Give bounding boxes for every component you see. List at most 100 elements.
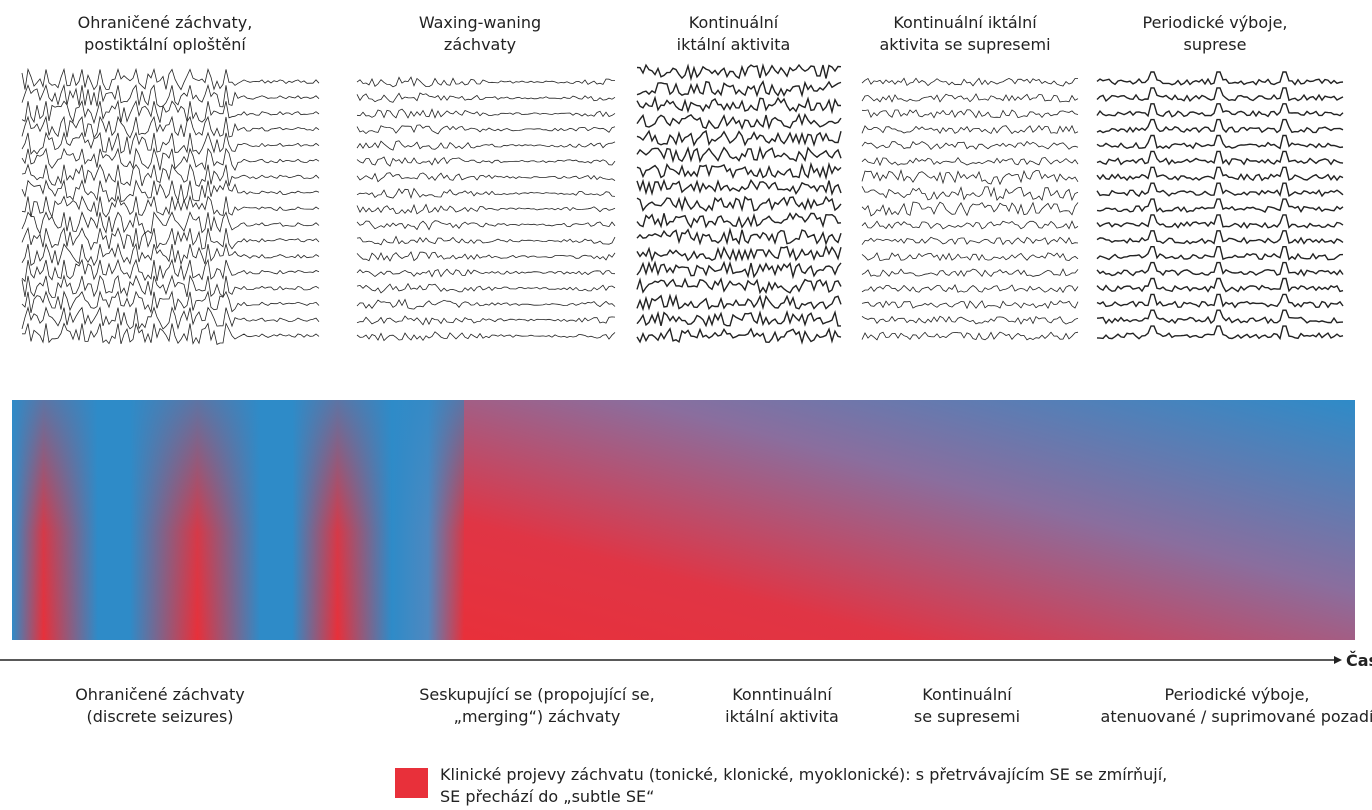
- eeg-trace: [1097, 120, 1343, 133]
- eeg-trace: [862, 170, 1078, 184]
- eeg-traces: [22, 65, 1343, 344]
- stage-label-line: Periodické výboje,: [1087, 684, 1372, 706]
- panel-title-line: Periodické výboje,: [1065, 12, 1365, 34]
- eeg-trace: [862, 78, 1078, 86]
- panel-title: Ohraničené záchvaty,postiktální oploštěn…: [15, 12, 315, 56]
- eeg-trace: [357, 157, 615, 166]
- eeg-trace: [357, 300, 615, 310]
- eeg-trace: [862, 110, 1078, 118]
- stage-label-line: atenuované / suprimované pozadí: [1087, 706, 1372, 728]
- eeg-trace: [1097, 136, 1343, 149]
- stage-label-line: Ohraničené záchvaty: [10, 684, 310, 706]
- eeg-trace: [637, 164, 841, 177]
- eeg-trace: [357, 173, 615, 182]
- eeg-trace: [862, 186, 1078, 200]
- eeg-trace: [862, 126, 1078, 134]
- eeg-trace: [862, 269, 1078, 276]
- eeg-trace: [1097, 104, 1343, 117]
- eeg-trace: [1097, 247, 1343, 260]
- stage-label-line: (discrete seizures): [10, 706, 310, 728]
- eeg-trace: [862, 157, 1078, 165]
- eeg-trace: [22, 212, 319, 233]
- eeg-trace: [22, 228, 319, 249]
- eeg-trace: [357, 205, 615, 214]
- eeg-trace: [1097, 199, 1343, 212]
- eeg-trace: [357, 252, 615, 261]
- axis-label: Čas: [1346, 651, 1372, 670]
- eeg-trace: [862, 253, 1078, 261]
- eeg-trace: [22, 308, 319, 329]
- eeg-trace: [357, 284, 615, 293]
- eeg-trace: [637, 296, 841, 309]
- axis-arrow: [1334, 656, 1342, 664]
- eeg-trace: [862, 332, 1078, 340]
- eeg-trace: [22, 260, 319, 281]
- eeg-trace: [22, 117, 319, 138]
- gradient-fade: [12, 400, 464, 640]
- eeg-trace: [22, 292, 319, 313]
- eeg-trace: [637, 213, 841, 227]
- eeg-trace: [357, 237, 615, 245]
- eeg-trace: [357, 109, 615, 118]
- eeg-trace: [862, 316, 1078, 324]
- eeg-trace: [1097, 167, 1343, 180]
- eeg-trace: [1097, 88, 1343, 101]
- eeg-trace: [637, 82, 841, 96]
- eeg-trace: [1097, 263, 1343, 276]
- eeg-trace: [637, 230, 841, 244]
- eeg-trace: [862, 237, 1078, 245]
- eeg-trace: [1097, 231, 1343, 244]
- eeg-trace: [862, 221, 1078, 229]
- eeg-trace: [357, 93, 615, 102]
- eeg-trace: [637, 148, 841, 162]
- panel-title-line: Ohraničené záchvaty,: [15, 12, 315, 34]
- eeg-trace: [22, 197, 319, 218]
- legend-line: SE přechází do „subtle SE“: [440, 786, 1167, 808]
- eeg-trace: [357, 189, 615, 199]
- eeg-trace: [22, 244, 319, 265]
- eeg-trace: [357, 221, 615, 230]
- eeg-trace: [1097, 279, 1343, 292]
- stage-label: Ohraničené záchvaty(discrete seizures): [10, 684, 310, 728]
- eeg-trace: [22, 324, 319, 345]
- eeg-trace: [22, 181, 319, 202]
- eeg-trace: [1097, 151, 1343, 164]
- eeg-trace: [637, 329, 841, 343]
- eeg-trace: [862, 285, 1078, 293]
- legend-text: Klinické projevy záchvatu (tonické, klon…: [440, 764, 1167, 808]
- eeg-trace: [862, 94, 1078, 102]
- gradient-band: [460, 400, 1355, 640]
- eeg-trace: [22, 276, 319, 298]
- page: Čas Ohraničené záchvaty,postiktální oplo…: [0, 0, 1372, 810]
- legend-line: Klinické projevy záchvatu (tonické, klon…: [440, 764, 1167, 786]
- panel-title-line: postiktální oploštění: [15, 34, 315, 56]
- eeg-trace: [637, 279, 841, 293]
- eeg-trace: [862, 142, 1078, 150]
- stage-label-line: Kontinuální: [817, 684, 1117, 706]
- eeg-trace: [22, 101, 319, 123]
- eeg-trace: [1097, 326, 1343, 339]
- panel-title: Periodické výboje,suprese: [1065, 12, 1365, 56]
- eeg-trace: [862, 202, 1078, 216]
- eeg-trace: [637, 115, 841, 129]
- eeg-trace: [22, 85, 319, 107]
- eeg-trace: [862, 301, 1078, 309]
- stage-label-line: se supresemi: [817, 706, 1117, 728]
- eeg-trace: [22, 149, 319, 171]
- eeg-trace: [22, 69, 319, 89]
- eeg-trace: [1097, 72, 1343, 85]
- eeg-trace: [637, 98, 841, 112]
- panel-title-line: suprese: [1065, 34, 1365, 56]
- eeg-trace: [637, 312, 841, 326]
- eeg-trace: [637, 131, 841, 145]
- eeg-trace: [357, 316, 615, 325]
- eeg-trace: [357, 125, 615, 134]
- eeg-trace: [637, 246, 841, 260]
- eeg-trace: [357, 332, 615, 341]
- stage-label: Periodické výboje,atenuované / suprimova…: [1087, 684, 1372, 728]
- eeg-trace: [357, 269, 615, 276]
- eeg-trace: [637, 263, 841, 277]
- eeg-trace: [1097, 183, 1343, 196]
- eeg-trace: [1097, 310, 1343, 323]
